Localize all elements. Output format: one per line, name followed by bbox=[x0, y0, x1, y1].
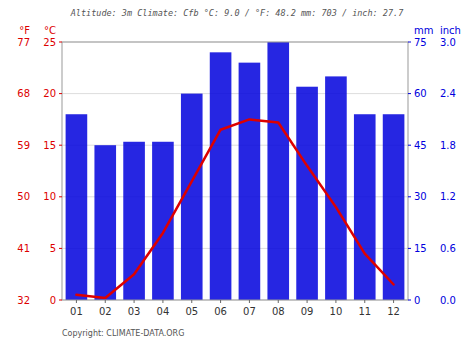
tick-label: 0 bbox=[414, 295, 420, 306]
tick-label: 25 bbox=[43, 37, 56, 48]
tick bbox=[105, 300, 106, 303]
tick-label: 0 bbox=[50, 295, 56, 306]
tick bbox=[162, 300, 163, 303]
tick-label: 15 bbox=[414, 243, 427, 254]
tick bbox=[408, 145, 411, 146]
bar bbox=[296, 87, 318, 300]
alt-tick-label: 32 bbox=[17, 295, 30, 306]
bar bbox=[66, 114, 88, 300]
tick-label: 07 bbox=[243, 306, 256, 317]
tick-label: 06 bbox=[214, 306, 227, 317]
y-axis: 0 5 10 15 20 25 32 41 50 59 68 77°F °C bbox=[17, 25, 62, 306]
title: Altitude: 3m Climate: Cfb °C: 9.0 / °F: … bbox=[70, 8, 405, 18]
chart: Altitude: 3m Climate: Cfb °C: 9.0 / °F: … bbox=[0, 0, 474, 355]
tick bbox=[59, 300, 62, 301]
tick bbox=[364, 300, 365, 303]
x-axis: 01 02 03 04 05 06 07 08 09 10 11 12 bbox=[70, 300, 400, 317]
bar bbox=[325, 76, 347, 300]
tick bbox=[191, 300, 192, 303]
alt-tick-label: 77 bbox=[17, 37, 30, 48]
alt-tick-label: 3.0 bbox=[440, 37, 456, 48]
tick-label: 20 bbox=[43, 88, 56, 99]
tick bbox=[59, 42, 62, 43]
tick bbox=[408, 42, 411, 43]
tick bbox=[335, 300, 336, 303]
tick-label: 12 bbox=[387, 306, 400, 317]
tick-label: 15 bbox=[43, 140, 56, 151]
axis-label: °F bbox=[19, 25, 30, 36]
alt-tick-label: 1.2 bbox=[440, 191, 456, 202]
tick-label: 02 bbox=[99, 306, 112, 317]
tick-label: 75 bbox=[414, 37, 427, 48]
alt-tick-label: 50 bbox=[17, 191, 30, 202]
tick-label: 10 bbox=[43, 191, 56, 202]
alt-tick-label: 0.6 bbox=[440, 243, 456, 254]
plot-frame bbox=[62, 42, 408, 300]
marks bbox=[66, 42, 405, 300]
tick bbox=[408, 196, 411, 197]
grid-line bbox=[62, 93, 408, 94]
grid bbox=[62, 42, 408, 300]
tick bbox=[59, 145, 62, 146]
bar bbox=[123, 142, 145, 300]
bar bbox=[383, 114, 405, 300]
tick bbox=[76, 300, 77, 303]
tick bbox=[278, 300, 279, 303]
tick-label: 11 bbox=[358, 306, 371, 317]
tick bbox=[220, 300, 221, 303]
tick bbox=[408, 300, 411, 301]
bar bbox=[239, 63, 261, 300]
axis-label: °C bbox=[44, 25, 56, 36]
tick bbox=[59, 196, 62, 197]
tick-label: 05 bbox=[185, 306, 198, 317]
alt-tick-label: 41 bbox=[17, 243, 30, 254]
y2-axis: 0 15 30 45 60 75 0.0 0.6 1.2 1.8 2.4 3.0 mminch bbox=[408, 25, 461, 306]
tick-label: 60 bbox=[414, 88, 427, 99]
tick-label: 30 bbox=[414, 191, 427, 202]
axis-label: mm bbox=[414, 25, 433, 36]
tick-label: 03 bbox=[128, 306, 141, 317]
tick bbox=[408, 93, 411, 94]
bar bbox=[267, 42, 289, 300]
tick bbox=[134, 300, 135, 303]
tick bbox=[59, 248, 62, 249]
tick-label: 08 bbox=[272, 306, 285, 317]
tick bbox=[307, 300, 308, 303]
tick-label: 45 bbox=[414, 140, 427, 151]
alt-tick-label: 68 bbox=[17, 88, 30, 99]
line bbox=[76, 119, 393, 298]
bar bbox=[354, 114, 376, 300]
alt-tick-label: 0.0 bbox=[440, 295, 456, 306]
tick bbox=[59, 93, 62, 94]
alt-tick-label: 59 bbox=[17, 140, 30, 151]
tick-label: 10 bbox=[330, 306, 343, 317]
tick-label: 09 bbox=[301, 306, 314, 317]
tick bbox=[393, 300, 394, 303]
bar bbox=[94, 145, 116, 300]
tick bbox=[408, 248, 411, 249]
annotation: Copyright: CLIMATE-DATA.ORG bbox=[62, 329, 184, 338]
tick bbox=[249, 300, 250, 303]
tick-label: 5 bbox=[50, 243, 56, 254]
axis-label: inch bbox=[440, 25, 461, 36]
bar bbox=[210, 52, 232, 300]
alt-tick-label: 1.8 bbox=[440, 140, 456, 151]
tick-label: 04 bbox=[157, 306, 170, 317]
tick-label: 01 bbox=[70, 306, 83, 317]
alt-tick-label: 2.4 bbox=[440, 88, 456, 99]
